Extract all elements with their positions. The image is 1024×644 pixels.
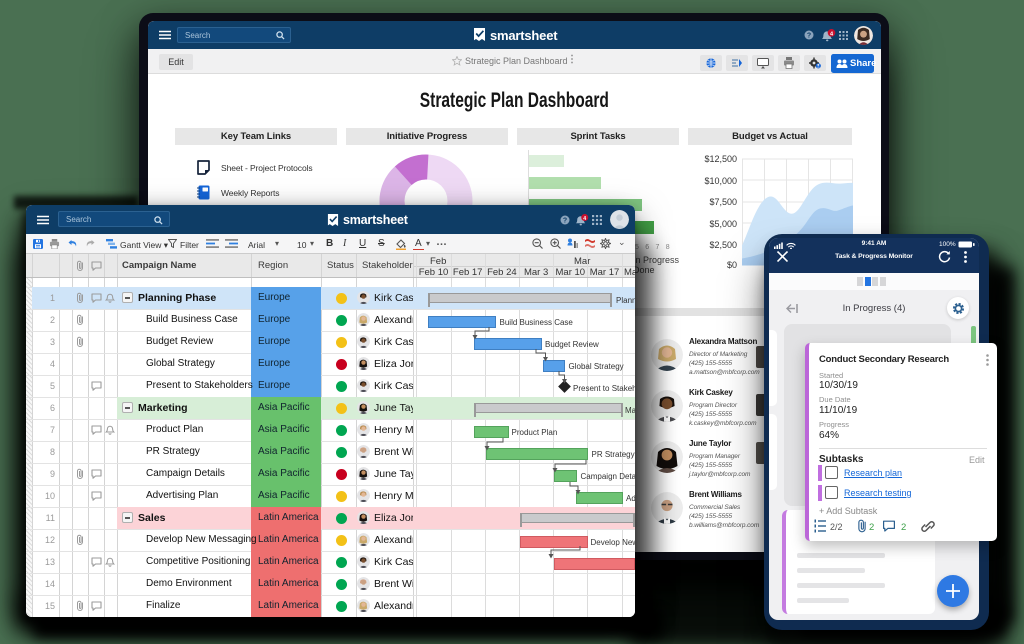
svg-text:4: 4 <box>583 216 586 222</box>
svg-text:4: 4 <box>830 31 834 37</box>
svg-text:?: ? <box>563 218 567 225</box>
svg-text:?: ? <box>807 33 811 40</box>
